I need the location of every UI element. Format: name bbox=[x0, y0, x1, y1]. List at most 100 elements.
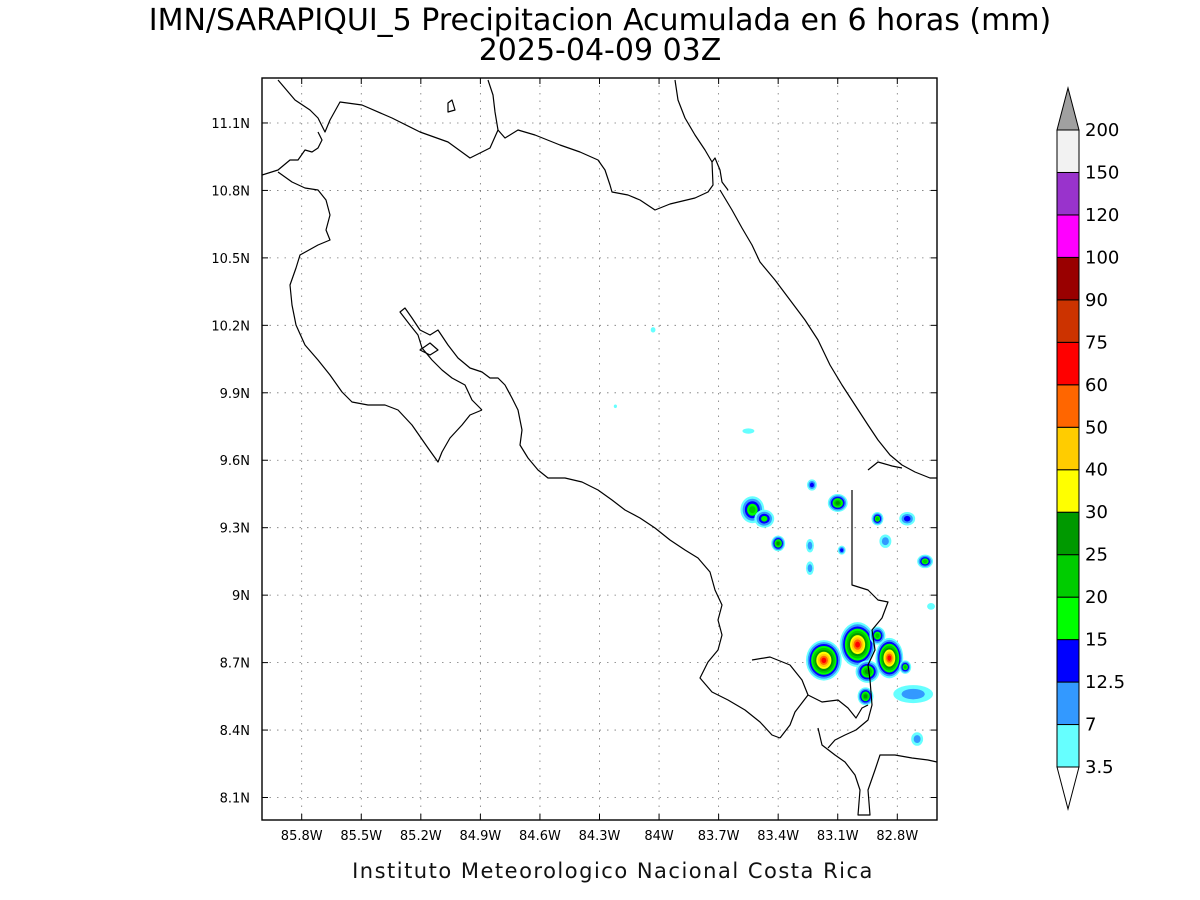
precip-contour bbox=[875, 633, 880, 638]
lake-detail bbox=[419, 342, 439, 356]
colorbar-swatch bbox=[1056, 554, 1080, 598]
colorbar-label: 20 bbox=[1085, 587, 1108, 608]
lat-tick-label: 9.9N bbox=[220, 387, 250, 402]
lon-tick-label: 84.9W bbox=[459, 829, 501, 844]
precip-contour bbox=[749, 506, 756, 514]
precip-contour bbox=[903, 515, 911, 522]
lon-tick-label: 85.5W bbox=[340, 829, 382, 844]
precip-cell bbox=[827, 493, 848, 512]
lon-tick-label: 85.8W bbox=[281, 829, 323, 844]
map-subtitle-datetime: 2025-04-09 03Z bbox=[479, 33, 722, 68]
lon-tick-label: 83.4W bbox=[757, 829, 799, 844]
precip-contour bbox=[875, 516, 879, 521]
precip-cell bbox=[742, 428, 755, 434]
colorbar-swatch bbox=[1056, 511, 1080, 556]
colorbar-swatch bbox=[1056, 639, 1080, 683]
colorbar-swatch bbox=[1056, 256, 1080, 301]
precip-contour bbox=[840, 548, 844, 553]
lat-tick-label: 9.6N bbox=[220, 454, 250, 469]
colorbar-swatch bbox=[1056, 171, 1080, 216]
gulf-of-nicoya bbox=[399, 307, 781, 739]
precip-cell bbox=[754, 509, 775, 528]
colorbar-label: 40 bbox=[1085, 460, 1108, 481]
colorbar-swatch bbox=[1056, 384, 1080, 428]
precip-cell bbox=[650, 327, 656, 333]
colorbar-legend: 3.5 7 12.5 15 20 25 30 40 50 60 75 90 100 120 150 200 bbox=[1056, 86, 1125, 811]
precip-cell bbox=[805, 640, 842, 681]
colorbar-swatch bbox=[1056, 129, 1080, 173]
precip-cell bbox=[806, 479, 817, 491]
precip-contour bbox=[855, 641, 860, 648]
coastline-borders bbox=[262, 79, 937, 816]
colorbar-label: 15 bbox=[1085, 630, 1108, 651]
precip-cell bbox=[613, 404, 617, 409]
lat-tick-label: 10.2N bbox=[211, 319, 250, 334]
precip-cell bbox=[805, 561, 814, 575]
precip-cell bbox=[839, 622, 876, 668]
precip-contour bbox=[742, 428, 755, 434]
osa-peninsula bbox=[751, 656, 937, 816]
lat-tick-label: 9N bbox=[232, 589, 250, 604]
latitude-tick-labels: 11.1N 10.8N 10.5N 10.2N 9.9N 9.6N 9.3N 9N 8.7N 8.… bbox=[211, 117, 937, 807]
precip-cell bbox=[771, 535, 786, 552]
precip-contour bbox=[761, 515, 768, 522]
colorbar-label: 150 bbox=[1085, 162, 1119, 183]
colorbar-label: 120 bbox=[1085, 205, 1119, 226]
footer-institution: Instituto Meteorologico Nacional Costa R… bbox=[352, 859, 874, 883]
precip-cell bbox=[837, 545, 846, 555]
precip-contour bbox=[887, 655, 892, 661]
colorbar-label: 3.5 bbox=[1085, 757, 1114, 778]
lat-tick-label: 10.8N bbox=[211, 184, 250, 199]
precip-contour bbox=[776, 541, 780, 546]
colorbar-swatch bbox=[1056, 341, 1080, 386]
precip-contour bbox=[613, 404, 617, 409]
colorbar-label: 50 bbox=[1085, 417, 1108, 438]
precip-cell bbox=[805, 538, 814, 553]
precip-contour bbox=[881, 537, 889, 546]
graticule-grid bbox=[262, 78, 937, 820]
lon-tick-label: 83.1W bbox=[817, 829, 859, 844]
colorbar-label: 12.5 bbox=[1085, 672, 1125, 693]
colorbar-label: 30 bbox=[1085, 502, 1108, 523]
colorbar-swatch bbox=[1056, 299, 1080, 343]
lat-tick-label: 8.1N bbox=[220, 792, 250, 807]
precip-cell bbox=[879, 534, 892, 548]
precip-cell bbox=[857, 687, 874, 706]
precip-contour bbox=[927, 603, 936, 610]
precip-cell bbox=[917, 554, 934, 569]
precip-contour bbox=[650, 327, 656, 333]
precip-cell bbox=[855, 660, 880, 683]
precip-cell bbox=[893, 685, 934, 704]
precip-contour bbox=[903, 665, 907, 669]
longitude-tick-labels: 85.8W 85.5W 85.2W 84.9W 84.6W 84.3W 84W 83.7W 83… bbox=[281, 78, 918, 844]
precip-contour bbox=[809, 482, 814, 488]
precip-contour bbox=[901, 688, 925, 700]
precip-cell bbox=[927, 603, 936, 610]
lon-tick-label: 84W bbox=[644, 829, 674, 844]
precip-contour bbox=[923, 559, 928, 564]
colorbar-label: 200 bbox=[1085, 120, 1119, 141]
map-area bbox=[261, 77, 938, 821]
island-north bbox=[447, 99, 456, 113]
colorbar-label: 90 bbox=[1085, 290, 1108, 311]
colorbar-swatch bbox=[1056, 596, 1080, 641]
nicaragua-coast-north bbox=[277, 79, 499, 159]
precip-contour bbox=[807, 541, 813, 550]
precip-cell bbox=[911, 732, 924, 746]
precip-cell bbox=[875, 637, 904, 679]
colorbar-label: 25 bbox=[1085, 545, 1108, 566]
colorbar-label: 75 bbox=[1085, 332, 1108, 353]
lat-tick-label: 8.7N bbox=[220, 657, 250, 672]
lat-tick-label: 9.3N bbox=[220, 522, 250, 537]
colorbar-swatch bbox=[1056, 681, 1080, 726]
precipitation-field bbox=[613, 327, 936, 746]
lake-nicaragua-shore bbox=[497, 129, 729, 211]
panama-border bbox=[827, 461, 903, 749]
lon-tick-label: 84.6W bbox=[519, 829, 561, 844]
colorbar-label: 100 bbox=[1085, 247, 1119, 268]
precip-contour bbox=[835, 500, 840, 505]
caribbean-coast bbox=[674, 79, 937, 479]
lat-tick-label: 11.1N bbox=[211, 117, 250, 132]
lon-tick-label: 82.8W bbox=[876, 829, 918, 844]
colorbar-swatch bbox=[1056, 724, 1080, 768]
